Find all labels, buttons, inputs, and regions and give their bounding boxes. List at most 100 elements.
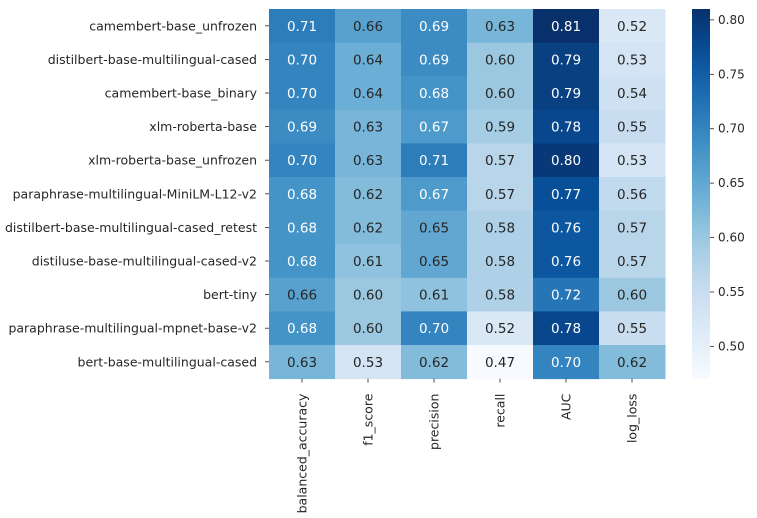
heatmap-cell [401, 42, 468, 77]
cell-value-label: 0.70 [287, 52, 317, 68]
heatmap-cell [467, 143, 534, 178]
cell-value-label: 0.58 [485, 254, 515, 270]
cell-value-label: 0.70 [551, 355, 581, 371]
cell-value-label: 0.77 [551, 187, 581, 203]
heatmap-cell [467, 277, 534, 312]
cell-value-label: 0.71 [419, 153, 449, 169]
cell-value-label: 0.69 [419, 19, 449, 35]
colorbar-tick-label: 0.55 [718, 285, 745, 299]
colorbar-tick-label: 0.80 [718, 13, 745, 27]
colorbar: 0.50 0.55 0.60 0.65 0.70 0.75 0.80 [692, 9, 745, 379]
column-label: f1_score [361, 393, 376, 446]
cell-value-label: 0.71 [287, 19, 317, 35]
colorbar-gradient [692, 9, 710, 379]
cell-value-label: 0.78 [551, 321, 581, 337]
cell-value-label: 0.68 [419, 86, 449, 102]
heatmap-cell [467, 177, 534, 212]
cell-value-label: 0.68 [287, 220, 317, 236]
heatmap-cell [335, 345, 402, 380]
column-label: log_loss [625, 394, 640, 443]
heatmap-cell [335, 311, 402, 346]
heatmap-cell [533, 345, 600, 380]
cell-value-label: 0.67 [419, 187, 449, 203]
heatmap-cell [533, 244, 600, 279]
heatmap-cell [533, 42, 600, 77]
cell-value-label: 0.81 [551, 19, 581, 35]
cell-value-label: 0.80 [551, 153, 581, 169]
heatmap-cell [269, 109, 336, 144]
cell-value-label: 0.60 [485, 86, 515, 102]
row-labels: camembert-base_unfrozen distilbert-base-m… [5, 18, 269, 369]
colorbar-tick-label: 0.70 [718, 122, 745, 136]
row-label: xlm-roberta-base [149, 119, 257, 134]
colorbar-tick-label: 0.60 [718, 231, 745, 245]
row-label: bert-tiny [203, 287, 257, 302]
heatmap-cell [269, 9, 336, 44]
heatmap-cell [599, 42, 666, 77]
heatmap-cell [599, 76, 666, 111]
cell-value-label: 0.79 [551, 86, 581, 102]
row-label: xlm-roberta-base_unfrozen [88, 153, 257, 168]
row-label: paraphrase-multilingual-MiniLM-L12-v2 [13, 186, 257, 201]
cell-value-label: 0.66 [287, 288, 317, 304]
cell-value-label: 0.66 [353, 19, 383, 35]
heatmap-cells: 0.71 0.66 0.69 0.63 0.81 0.52 0.70 0.64 0.69 0.60… [269, 9, 666, 380]
row-label: distilbert-base-multilingual-cased [48, 52, 257, 67]
heatmap-cell [335, 277, 402, 312]
cell-value-label: 0.68 [287, 321, 317, 337]
cell-value-label: 0.65 [419, 254, 449, 270]
column-label: recall [493, 394, 508, 428]
cell-value-label: 0.63 [353, 120, 383, 136]
cell-value-label: 0.72 [551, 288, 581, 304]
heatmap-cell [335, 244, 402, 279]
row-label: distiluse-base-multilingual-cased-v2 [32, 254, 257, 269]
heatmap-cell [467, 109, 534, 144]
heatmap-cell [335, 42, 402, 77]
row-label: bert-base-multilingual-cased [78, 354, 257, 369]
heatmap-cell [401, 177, 468, 212]
column-label: AUC [559, 393, 574, 420]
cell-value-label: 0.53 [353, 355, 383, 371]
cell-value-label: 0.63 [485, 19, 515, 35]
colorbar-tick-label: 0.75 [718, 67, 745, 81]
heatmap-cell [269, 311, 336, 346]
row-label: distilbert-base-multilingual-cased_retes… [5, 220, 257, 235]
heatmap-cell [599, 244, 666, 279]
heatmap-cell [533, 277, 600, 312]
heatmap-cell [533, 76, 600, 111]
heatmap-cell [401, 345, 468, 380]
heatmap-cell [533, 210, 600, 245]
cell-value-label: 0.56 [617, 187, 647, 203]
heatmap-cell [599, 177, 666, 212]
heatmap-cell [335, 143, 402, 178]
cell-value-label: 0.58 [485, 288, 515, 304]
heatmap-cell [401, 9, 468, 44]
cell-value-label: 0.59 [485, 120, 515, 136]
cell-value-label: 0.60 [485, 52, 515, 68]
cell-value-label: 0.60 [353, 288, 383, 304]
heatmap-cell [401, 311, 468, 346]
cell-value-label: 0.78 [551, 120, 581, 136]
cell-value-label: 0.68 [287, 187, 317, 203]
cell-value-label: 0.76 [551, 254, 581, 270]
cell-value-label: 0.69 [287, 120, 317, 136]
heatmap-cell [401, 143, 468, 178]
cell-value-label: 0.70 [419, 321, 449, 337]
cell-value-label: 0.55 [617, 321, 647, 337]
column-labels: balanced_accuracy f1_score precision recall… [295, 378, 640, 513]
cell-value-label: 0.53 [617, 153, 647, 169]
cell-value-label: 0.70 [287, 153, 317, 169]
cell-value-label: 0.63 [287, 355, 317, 371]
heatmap-cell [269, 345, 336, 380]
heatmap-cell [467, 244, 534, 279]
heatmap-cell [533, 109, 600, 144]
cell-value-label: 0.62 [353, 220, 383, 236]
cell-value-label: 0.62 [617, 355, 647, 371]
cell-value-label: 0.54 [617, 86, 647, 102]
heatmap-cell [467, 311, 534, 346]
cell-value-label: 0.64 [353, 52, 383, 68]
heatmap-cell [467, 42, 534, 77]
heatmap-cell [269, 143, 336, 178]
cell-value-label: 0.62 [353, 187, 383, 203]
